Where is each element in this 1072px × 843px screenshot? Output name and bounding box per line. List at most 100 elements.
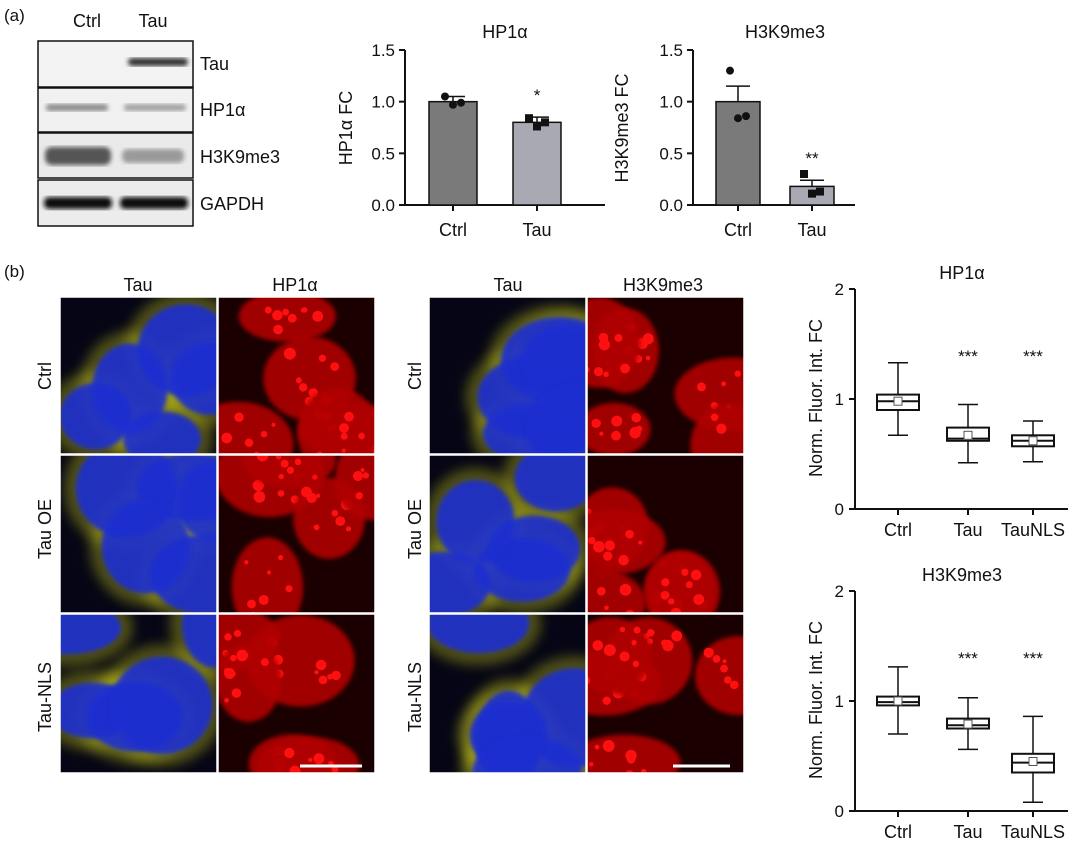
- foci: [596, 586, 606, 596]
- micrograph-tile: [587, 297, 769, 454]
- foci: [632, 660, 640, 668]
- foci: [603, 551, 613, 561]
- wb-label-h3k9me3: H3K9me3: [200, 147, 280, 167]
- wb-band: [45, 147, 111, 165]
- data-point: [808, 189, 816, 198]
- micro-row-label: Tau-NLS: [405, 662, 425, 732]
- foci: [285, 585, 293, 593]
- micrograph-tile: [218, 455, 375, 613]
- bar-tau: [512, 121, 562, 206]
- wb-label-hp1a: HP1α: [200, 100, 245, 120]
- foci: [295, 377, 302, 384]
- y-axis-label: Norm. Fluor. Int. FC: [806, 319, 826, 477]
- foci: [360, 467, 365, 473]
- foci: [306, 492, 317, 504]
- micro-row-label: Ctrl: [405, 362, 425, 390]
- micrograph-tile: [60, 614, 217, 773]
- foci: [723, 676, 732, 684]
- foci: [340, 432, 348, 440]
- foci: [712, 654, 721, 663]
- foci: [614, 333, 623, 342]
- x-tick-label: Ctrl: [884, 520, 912, 540]
- foci: [588, 536, 596, 545]
- foci: [380, 444, 385, 449]
- foci: [598, 332, 609, 343]
- foci: [619, 626, 626, 633]
- nucleus-red: [587, 617, 651, 694]
- micro-col-label: HP1α: [272, 275, 317, 295]
- western-blot: Ctrl Tau Tau HP1α H3K9me3 GAPDH: [37, 11, 280, 227]
- x-tick-label: Tau: [953, 520, 982, 540]
- y-tick-label: 1.5: [371, 41, 395, 60]
- foci: [631, 640, 637, 646]
- foci: [625, 770, 634, 773]
- foci: [759, 397, 769, 407]
- micrograph-tile: [429, 455, 586, 613]
- nucleus: [92, 343, 168, 434]
- foci: [313, 753, 325, 765]
- mean-marker: [1028, 436, 1038, 446]
- foci: [716, 423, 727, 434]
- foci: [275, 778, 284, 787]
- micrograph-tile: [218, 614, 375, 787]
- foci: [693, 594, 705, 605]
- micrograph-grid-hp1a: Tau HP1α Ctrl Tau OE Tau-NLS: [35, 275, 385, 787]
- mean-marker: [893, 396, 903, 406]
- foci: [312, 474, 318, 480]
- foci: [341, 448, 346, 453]
- y-tick-label: 2: [835, 280, 844, 299]
- nucleus-red: [335, 455, 375, 521]
- micro-row-label: Ctrl: [35, 362, 55, 390]
- foci: [234, 412, 244, 423]
- foci: [331, 509, 339, 517]
- panel-label-a: (a): [4, 6, 25, 25]
- foci: [652, 777, 659, 784]
- micrograph-tile: [60, 455, 217, 613]
- bar-ctrl: [428, 100, 478, 206]
- foci: [710, 413, 719, 422]
- nucleus-red: [218, 641, 282, 722]
- significance-mark: *: [534, 86, 541, 105]
- y-axis-label: Norm. Fluor. Int. FC: [806, 621, 826, 779]
- foci: [755, 665, 766, 676]
- foci: [670, 607, 682, 613]
- wb-band: [122, 149, 184, 163]
- micro-row-label: Tau OE: [35, 499, 55, 559]
- foci: [271, 422, 276, 427]
- foci: [316, 493, 321, 498]
- data-point: [734, 114, 742, 123]
- micrograph-tile: [429, 297, 586, 454]
- nucleus: [111, 656, 213, 755]
- nucleus-red: [238, 297, 336, 342]
- micro-row-label: Tau-NLS: [35, 662, 55, 732]
- foci: [244, 438, 254, 447]
- foci: [722, 659, 727, 664]
- wb-band: [124, 104, 186, 111]
- foci: [253, 491, 266, 503]
- foci: [301, 307, 308, 313]
- foci: [764, 673, 772, 681]
- nucleus: [472, 736, 583, 773]
- y-tick-label: 0.0: [659, 196, 683, 215]
- foci: [315, 659, 327, 671]
- foci: [352, 470, 363, 482]
- foci: [362, 472, 369, 479]
- micro-col-label: H3K9me3: [623, 275, 703, 295]
- foci: [720, 664, 728, 673]
- foci: [233, 629, 242, 638]
- mean-marker: [1028, 757, 1038, 766]
- nucleus: [429, 614, 530, 654]
- foci: [331, 670, 341, 681]
- y-axis-label: H3K9me3 FC: [612, 73, 632, 182]
- x-tick-label: TauNLS: [1001, 520, 1065, 540]
- y-tick-label: 0: [835, 802, 844, 821]
- nucleus: [436, 479, 515, 564]
- foci: [603, 644, 616, 657]
- x-tick-label: Ctrl: [439, 220, 467, 240]
- micrograph-tile: [587, 455, 744, 613]
- wb-band: [46, 104, 108, 111]
- foci: [236, 649, 249, 662]
- foci: [625, 529, 634, 539]
- y-tick-label: 0.5: [659, 144, 683, 163]
- foci: [721, 381, 727, 387]
